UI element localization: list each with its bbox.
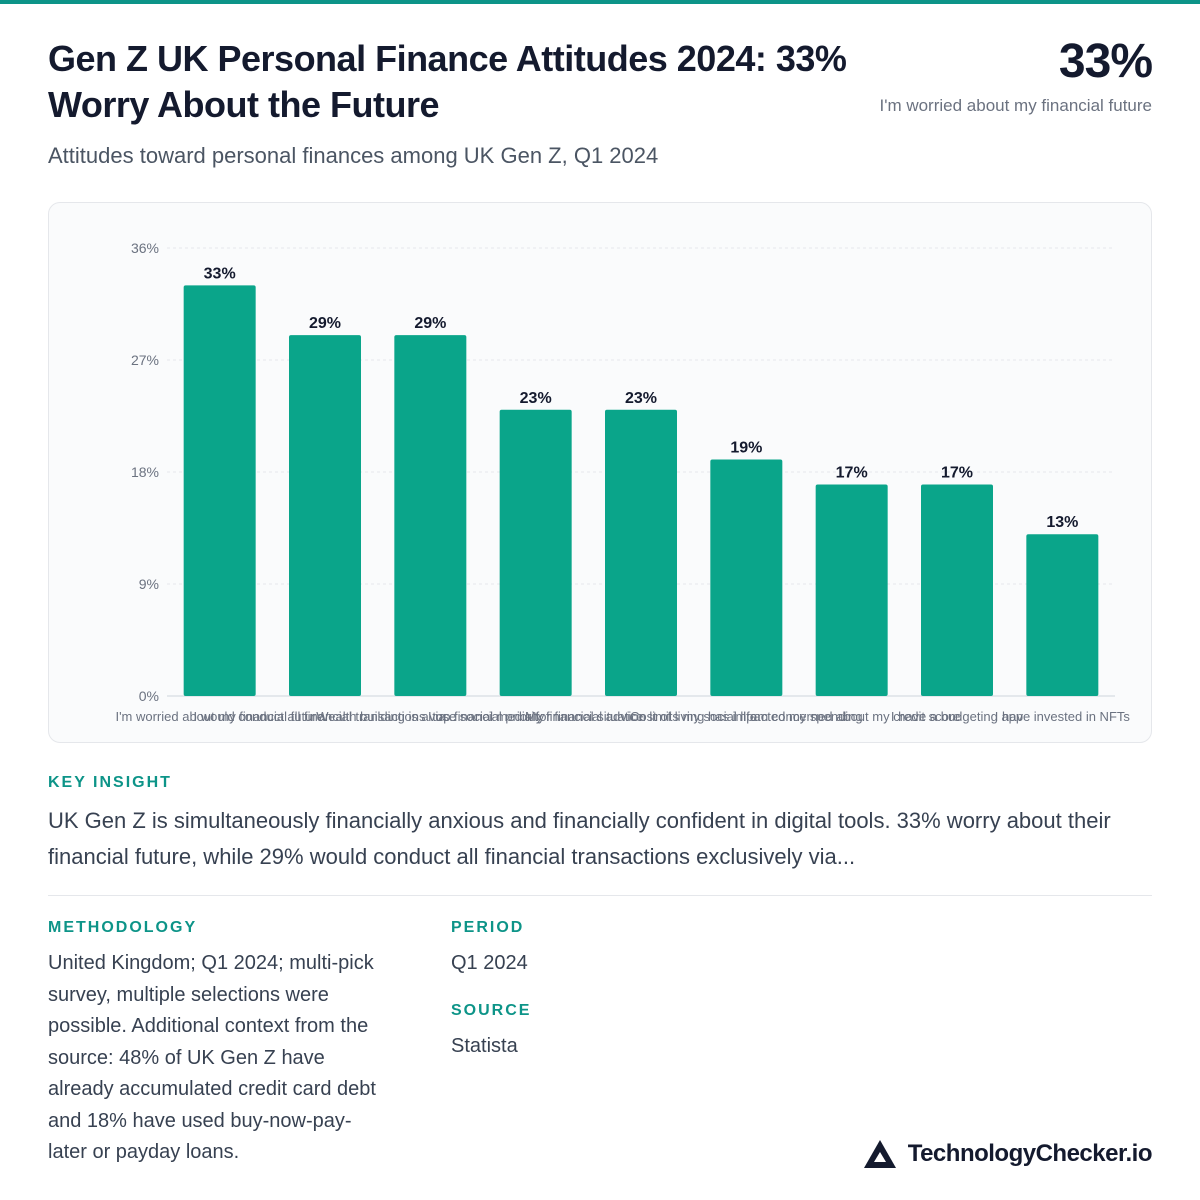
page-title: Gen Z UK Personal Finance Attitudes 2024… xyxy=(48,38,847,125)
y-tick-label: 36% xyxy=(131,240,159,256)
x-category-label: My financial situation limits my social … xyxy=(525,709,757,724)
bar-value-label: 13% xyxy=(1046,514,1078,531)
bar xyxy=(1026,534,1099,696)
methodology-line: United Kingdom; Q1 2024; multi-pick xyxy=(48,952,374,974)
key-insight-heading: KEY INSIGHT xyxy=(48,774,172,791)
chart-subtitle: Attitudes toward personal finances among… xyxy=(48,143,659,168)
bar-value-label: 17% xyxy=(836,464,868,481)
bar-value-label: 29% xyxy=(309,315,341,332)
source-value: Statista xyxy=(451,1035,518,1057)
y-tick-label: 9% xyxy=(139,576,159,592)
bar xyxy=(394,335,467,696)
headline-stat-value: 33% xyxy=(1058,35,1153,88)
x-category-label: I have invested in NFTs xyxy=(995,709,1131,724)
key-insight-text: UK Gen Z is simultaneously financially a… xyxy=(48,808,1111,869)
bar xyxy=(289,335,361,696)
y-tick-label: 0% xyxy=(139,688,159,704)
bar xyxy=(710,459,783,696)
bar-value-label: 19% xyxy=(730,440,762,457)
brand-logo: TechnologyChecker.io xyxy=(862,1134,1153,1174)
bar xyxy=(605,409,677,696)
x-category-label: I have a budgeting app xyxy=(891,709,1023,724)
methodology-line: possible. Additional context from the xyxy=(48,1015,369,1037)
methodology-heading: METHODOLOGY xyxy=(48,919,198,936)
triangle-logo-icon xyxy=(863,1140,896,1168)
bar-value-label: 17% xyxy=(941,464,973,481)
methodology-line: source: 48% of UK Gen Z have xyxy=(48,1046,325,1069)
headline-stat-label: I'm worried about my financial future xyxy=(879,96,1152,115)
x-category-label: I use social media for financial advice xyxy=(428,709,643,724)
y-tick-label: 27% xyxy=(131,352,159,368)
period-heading: PERIOD xyxy=(451,919,525,936)
bar xyxy=(815,484,888,696)
x-category-label: I would conduct all financial transactio… xyxy=(193,709,456,724)
bar-value-label: 23% xyxy=(625,390,657,407)
x-category-label: I'm worried about my financial future xyxy=(115,709,323,724)
bar xyxy=(183,285,256,696)
bar-chart: 0% 9% 18% 27% 36% 33% I'm worried about my fin… xyxy=(115,240,1131,724)
y-tick-label: 18% xyxy=(131,464,159,480)
bar-value-label: 29% xyxy=(414,315,446,332)
bar xyxy=(499,409,572,696)
methodology-text: United Kingdom; Q1 2024; multi-pick surv… xyxy=(48,948,428,1169)
methodology-line: already accumulated credit card debt xyxy=(48,1078,376,1100)
bar-value-label: 33% xyxy=(204,265,236,282)
x-category-label: Cost of living has impacted my spending xyxy=(630,709,863,724)
brand-name: TechnologyChecker.io xyxy=(907,1140,1153,1167)
chart-card: 0% 9% 18% 27% 36% 33% I'm worried about my fin… xyxy=(48,202,1152,743)
bar xyxy=(921,484,993,696)
methodology-line: survey, multiple selections were xyxy=(48,983,329,1006)
top-accent-bar xyxy=(0,0,1200,4)
period-value: Q1 2024 xyxy=(451,952,528,974)
methodology-line: and 18% have used buy-now-pay- xyxy=(48,1109,352,1132)
section-divider xyxy=(48,895,1152,896)
x-category-label: I am concerned about my credit score xyxy=(743,709,961,724)
methodology-line: later or payday loans. xyxy=(48,1141,240,1163)
x-category-label: Wealth building is a top financial prior… xyxy=(316,709,545,724)
bar-value-label: 23% xyxy=(520,390,552,407)
source-heading: SOURCE xyxy=(451,1002,532,1019)
